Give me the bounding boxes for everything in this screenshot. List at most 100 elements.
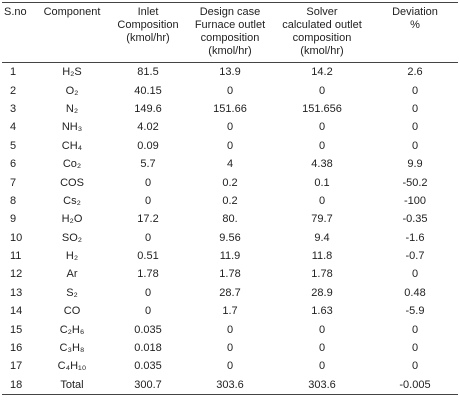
table-cell: 8	[10, 194, 17, 207]
table-cell: 7	[10, 176, 17, 189]
table-cell: 18	[2, 375, 36, 396]
table-cell: O₂	[65, 84, 79, 97]
table-cell: 0	[411, 121, 419, 134]
table-cell: 0	[411, 139, 419, 152]
table-cell: 0	[144, 286, 152, 299]
table-cell: 151.66	[213, 102, 247, 115]
table-cell: 4	[226, 158, 234, 171]
table-cell: 12	[10, 268, 23, 281]
header-line: S.no	[4, 6, 27, 18]
table-cell: 11.9	[219, 250, 241, 263]
table-row: 7 COS 0 0.2 0.1 -50.2	[2, 173, 458, 191]
table-cell: H₂S	[62, 66, 82, 79]
column-header: Component	[36, 2, 108, 63]
table-cell: 0	[411, 102, 419, 115]
table-cell: 17	[10, 360, 23, 373]
table-cell: 151.656	[302, 102, 342, 115]
table-row: 10 SO₂ 0 9.56 9.4 -1.6	[2, 229, 458, 247]
table-cell: 0	[411, 323, 419, 336]
table-cell: 5.7	[140, 158, 156, 171]
header-line: (kmol/hr)	[208, 45, 252, 57]
table-cell: -50.2	[402, 176, 428, 189]
table-cell: 11.8	[311, 250, 333, 263]
header-line: (kmol/hr)	[300, 45, 344, 57]
column-header: Deviation%	[372, 2, 458, 63]
table-cell: SO₂	[61, 231, 83, 244]
table-row: 5 CH₄ 0.09 0 0 0	[2, 137, 458, 155]
column-header: Inlet Composition (kmol/hr)	[108, 2, 188, 63]
table-cell: 0.48	[404, 286, 426, 299]
table-cell: 11	[10, 250, 22, 263]
table-cell: 0.1	[314, 176, 330, 189]
header-line: Component	[43, 6, 101, 18]
table-cell: 16	[10, 342, 23, 355]
table-cell: 17.2	[137, 213, 159, 226]
table-cell: C₂H₆	[59, 323, 85, 336]
table-cell: 28.9	[311, 286, 333, 299]
table-row: 15 C₂H₆ 0.035 0 0 0	[2, 320, 458, 338]
table-cell: NH₃	[61, 121, 83, 134]
header-line: Solver	[306, 6, 338, 18]
header-row: S.no Component Inlet Composition (kmol/hr) De…	[2, 2, 458, 63]
table-row: 9 H₂O 17.2 80. 79.7 -0.35	[2, 210, 458, 228]
table-cell: 80.	[222, 213, 238, 226]
table-cell: COS	[60, 176, 84, 189]
table-cell: 0	[226, 323, 234, 336]
table-row: 8 Cs₂ 0 0.2 0 -100	[2, 192, 458, 210]
table-cell: Cs₂	[63, 194, 81, 207]
column-header: Design case Furnace outlet composition (kmo…	[188, 2, 272, 63]
header-line: Design case	[199, 6, 261, 18]
table-cell: 1.7	[222, 305, 238, 318]
table-cell: H₂	[65, 250, 79, 263]
table-cell: 81.5	[137, 66, 159, 79]
table-cell: 300.7	[108, 375, 188, 396]
table-row: 4 NH₃ 4.02 0 0 0	[2, 118, 458, 136]
table-header: S.no Component Inlet Composition (kmol/hr) De…	[2, 2, 458, 63]
table-cell: -0.005	[372, 375, 458, 396]
table-cell: 1	[10, 66, 17, 79]
table-cell: 0	[318, 323, 326, 336]
header-line: Inlet	[137, 6, 159, 18]
table-row: 1 H₂S 81.5 13.9 14.2 2.6	[2, 63, 458, 82]
header-line: Furnace outlet	[194, 19, 266, 31]
table-row: 3 N₂ 149.6 151.66 151.656 0	[2, 100, 458, 118]
table-cell: CO	[63, 305, 81, 318]
table-cell: 0.51	[137, 250, 159, 263]
composition-table: S.no Component Inlet Composition (kmol/hr) De…	[2, 2, 458, 396]
table-cell: 0	[144, 194, 152, 207]
table-cell: 4.02	[137, 121, 159, 134]
table-cell: 28.7	[219, 286, 241, 299]
header-line: (kmol/hr)	[126, 32, 170, 44]
table-cell: 14.2	[311, 66, 333, 79]
header-line: Composition	[117, 19, 179, 31]
table-cell: C₄H₁₀	[57, 360, 87, 373]
table-cell: 13	[10, 286, 23, 299]
table-cell: 0	[226, 342, 234, 355]
table-row: 18 Total 300.7 303.6 303.6 -0.005	[2, 375, 458, 396]
column-header: S.no	[2, 2, 36, 63]
table-cell: 0	[318, 84, 326, 97]
table-cell: 0	[318, 360, 326, 373]
table-cell: 5	[10, 139, 17, 152]
table-cell: 9	[10, 213, 17, 226]
table-row: 12 Ar 1.78 1.78 1.78 0	[2, 265, 458, 283]
table-cell: 0	[411, 84, 419, 97]
table-cell: 0	[144, 176, 152, 189]
table-cell: 15	[10, 323, 23, 336]
table-cell: CH₄	[61, 139, 83, 152]
table-cell: H₂O	[61, 213, 83, 226]
table-row: 2 O₂ 40.15 0 0 0	[2, 81, 458, 99]
table-cell: -100	[403, 194, 427, 207]
table-cell: 1.78	[219, 268, 241, 281]
table-cell: 0	[411, 268, 419, 281]
table-cell: 4.38	[311, 158, 333, 171]
table-cell: 0	[318, 121, 326, 134]
table-cell: 0.09	[137, 139, 159, 152]
table-cell: 0	[318, 194, 326, 207]
table-cell: 40.15	[134, 84, 162, 97]
table-cell: Co₂	[62, 158, 82, 171]
table-cell: 79.7	[311, 213, 333, 226]
table-cell: 3	[10, 102, 17, 115]
table-row: 14 CO 0 1.7 1.63 -5.9	[2, 302, 458, 320]
